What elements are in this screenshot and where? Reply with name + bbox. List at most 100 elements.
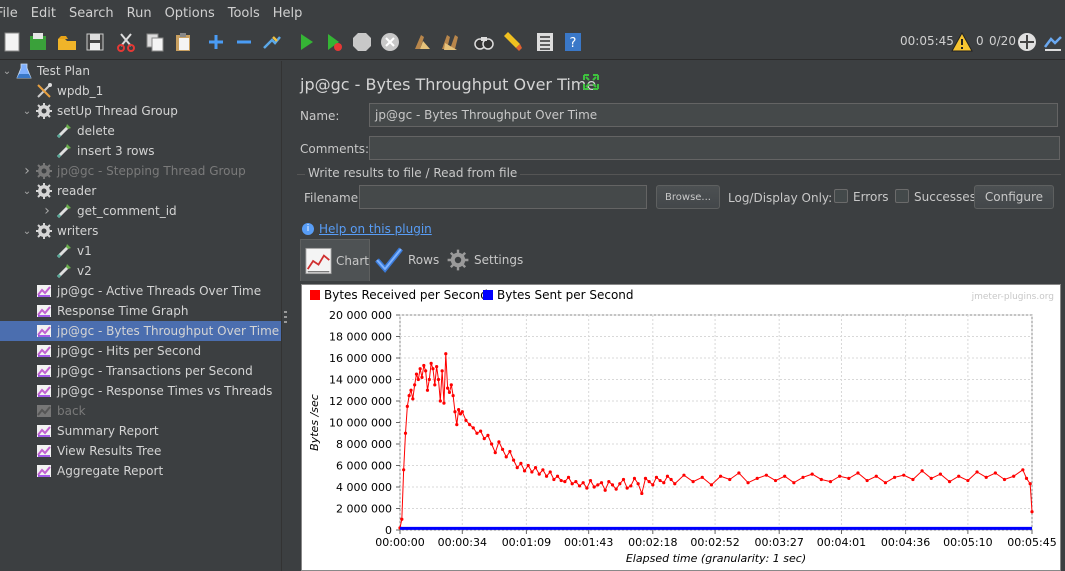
function-helper-icon[interactable] (533, 30, 557, 54)
data-point (610, 483, 615, 487)
tree-item-response-times-vs-threads[interactable]: jp@gc - Response Times vs Threads (0, 381, 281, 401)
open-icon[interactable] (55, 30, 79, 54)
tree-item-transactions-per-second[interactable]: jp@gc - Transactions per Second (0, 361, 281, 381)
log-viewer-icon[interactable] (1041, 30, 1065, 54)
tree-item-stepping-thread-group[interactable]: › jp@gc - Stepping Thread Group (0, 161, 281, 181)
x-tick-label: 00:04:01 (817, 536, 866, 549)
tree-item-insert-3-rows[interactable]: insert 3 rows (0, 141, 281, 161)
browse-button[interactable]: Browse... (656, 185, 720, 209)
copy-icon[interactable] (143, 30, 167, 54)
data-point (651, 483, 655, 487)
tree-item-wpdb-1[interactable]: wpdb_1 (0, 81, 281, 101)
tree-item-view-results-tree[interactable]: View Results Tree (0, 441, 281, 461)
menu-run[interactable]: Run (126, 5, 152, 21)
tree-item-reader[interactable]: ⌄ reader (0, 181, 281, 201)
data-point (479, 429, 483, 433)
data-point (783, 474, 787, 478)
cut-icon[interactable] (114, 30, 138, 54)
data-point (555, 474, 560, 478)
collapse-toggle-icon[interactable]: ⌄ (22, 185, 32, 197)
collapse-toggle-icon[interactable]: ⌄ (2, 65, 12, 77)
data-point (662, 481, 666, 485)
expand-toggle-icon[interactable]: › (44, 203, 50, 219)
data-point (444, 352, 448, 356)
data-point (828, 480, 833, 484)
new-icon[interactable] (0, 30, 24, 54)
menu-edit[interactable]: Edit (30, 5, 56, 21)
data-point (691, 480, 695, 484)
test-plan-tree: ⌄ Test Plan wpdb_1 ⌄ setUp Thread Group delet… (0, 61, 281, 571)
tree-item-response-time-graph[interactable]: Response Time Graph (0, 301, 281, 321)
listener-icon (35, 382, 53, 400)
tree-item-label: v1 (77, 244, 92, 258)
configure-button[interactable]: Configure (974, 185, 1054, 209)
active-threads: 0/20 (989, 34, 1016, 48)
clear-all-icon[interactable] (438, 30, 462, 54)
tab-settings[interactable]: Settings (446, 239, 526, 281)
tree-item-v2[interactable]: v2 (0, 261, 281, 281)
menu-search[interactable]: Search (68, 5, 114, 21)
save-icon[interactable] (83, 30, 107, 54)
start-icon[interactable] (294, 30, 318, 54)
expand-icon[interactable] (582, 73, 600, 91)
splitter-handle[interactable] (284, 311, 287, 325)
start-no-timers-icon[interactable] (322, 30, 346, 54)
shutdown-icon[interactable] (378, 30, 402, 54)
data-point (526, 463, 530, 468)
data-point (709, 483, 714, 487)
splitter[interactable] (281, 61, 289, 571)
tree-item-label: Response Time Graph (57, 304, 189, 318)
tree-item-aggregate-report[interactable]: Aggregate Report (0, 461, 281, 481)
help-link[interactable]: Help on this plugin (319, 222, 432, 236)
paste-icon[interactable] (171, 30, 195, 54)
tree-item-setup-thread-group[interactable]: ⌄ setUp Thread Group (0, 101, 281, 121)
successes-checkbox[interactable] (895, 189, 909, 203)
data-point (475, 431, 479, 435)
filename-input[interactable] (359, 185, 647, 209)
help-icon[interactable]: ? (561, 30, 585, 54)
tree-item-get-comment-id[interactable]: › get_comment_id (0, 201, 281, 221)
tree-item-test-plan[interactable]: ⌄ Test Plan (0, 61, 281, 81)
tree-item-bytes-throughput-over-time[interactable]: jp@gc - Bytes Throughput Over Time (0, 321, 281, 341)
menu-file[interactable]: File (0, 5, 18, 21)
name-input[interactable]: jp@gc - Bytes Throughput Over Time (369, 103, 1058, 127)
data-point (533, 466, 538, 470)
toggle-icon[interactable] (260, 30, 284, 54)
menu-tools[interactable]: Tools (227, 5, 260, 21)
data-point (643, 476, 648, 480)
search-icon[interactable] (472, 30, 496, 54)
expand-toggle-icon[interactable]: › (24, 163, 30, 179)
tree-item-v1[interactable]: v1 (0, 241, 281, 261)
data-point (409, 388, 413, 392)
tree-item-label: jp@gc - Transactions per Second (57, 364, 253, 378)
data-point (636, 482, 640, 486)
collapse-toggle-icon[interactable]: ⌄ (22, 225, 32, 237)
tree-item-summary-report[interactable]: Summary Report (0, 421, 281, 441)
errors-checkbox[interactable] (834, 189, 848, 203)
tree-item-delete[interactable]: delete (0, 121, 281, 141)
warning-icon[interactable] (950, 30, 974, 54)
templates-icon[interactable] (26, 30, 50, 54)
tab-rows[interactable]: Rows (374, 239, 442, 281)
clear-icon[interactable] (410, 30, 434, 54)
data-point (1024, 476, 1029, 480)
tree-item-hits-per-second[interactable]: jp@gc - Hits per Second (0, 341, 281, 361)
stop-icon[interactable] (350, 30, 374, 54)
data-point (957, 474, 961, 478)
collapse-toggle-icon[interactable]: ⌄ (22, 105, 32, 117)
data-point (607, 480, 611, 484)
comments-input[interactable] (369, 136, 1060, 160)
expand-icon[interactable] (204, 30, 228, 54)
tree-item-writers[interactable]: ⌄ writers (0, 221, 281, 241)
reset-search-icon[interactable] (500, 30, 524, 54)
tree-item-active-threads-over-time[interactable]: jp@gc - Active Threads Over Time (0, 281, 281, 301)
tree-item-back[interactable]: back (0, 401, 281, 421)
data-point (559, 478, 563, 483)
menu-help[interactable]: Help (272, 5, 303, 21)
remote-icon[interactable] (1015, 30, 1039, 54)
tab-chart[interactable]: Chart (300, 239, 370, 281)
collapse-icon[interactable] (232, 30, 256, 54)
tree-item-label: insert 3 rows (77, 144, 155, 158)
menu-options[interactable]: Options (164, 5, 215, 21)
data-point (718, 474, 723, 478)
